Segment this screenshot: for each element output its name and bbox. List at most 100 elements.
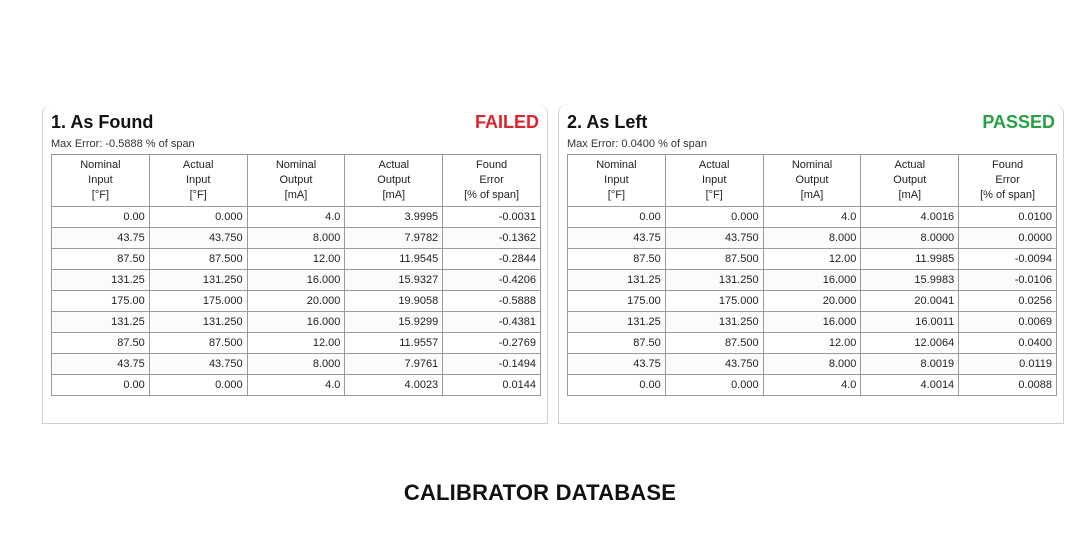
as-left-header-row: Nominal Input [°F] Actual Input [°F] Nominal… — [567, 154, 1057, 207]
table-cell: 131.25 — [51, 311, 150, 333]
table-cell: 3.9995 — [344, 206, 444, 228]
table-row: 43.75 43.750 8.000 8.0000 0.0000 — [567, 227, 1057, 249]
table-cell: 11.9985 — [860, 248, 960, 270]
table-cell: 87.500 — [148, 332, 248, 354]
table-cell: 20.0041 — [860, 290, 960, 312]
table-cell: 0.000 — [148, 374, 248, 396]
table-cell: 15.9299 — [344, 311, 444, 333]
table-cell: 11.9557 — [344, 332, 444, 354]
table-cell: 0.0144 — [442, 374, 541, 396]
table-cell: 7.9782 — [344, 227, 444, 249]
table-cell: 0.0088 — [958, 374, 1057, 396]
table-cell: 0.00 — [567, 206, 666, 228]
col-unit: [mA] — [800, 189, 824, 201]
table-cell: -0.0106 — [958, 269, 1057, 291]
as-found-max-error: Max Error: -0.5888 % of span — [51, 138, 195, 150]
table-cell: 0.00 — [567, 374, 666, 396]
table-cell: 0.0256 — [958, 290, 1057, 312]
table-cell: 175.00 — [51, 290, 150, 312]
table-cell: 131.250 — [664, 311, 764, 333]
table-row: 87.50 87.500 12.00 12.0064 0.0400 — [567, 332, 1057, 354]
table-row: 131.25 131.250 16.000 15.9327 -0.4206 — [51, 269, 541, 291]
col-label-2: Input — [701, 174, 727, 186]
table-cell: 43.75 — [567, 353, 666, 375]
col-found-error: Found Error [% of span] — [958, 154, 1057, 207]
table-cell: 20.000 — [762, 290, 862, 312]
as-found-panel: 1. As Found FAILED Max Error: -0.5888 % … — [42, 104, 548, 424]
table-cell: 87.500 — [664, 332, 764, 354]
table-cell: 8.000 — [762, 353, 862, 375]
table-cell: 16.000 — [762, 311, 862, 333]
col-label-2: Input — [88, 174, 113, 186]
table-cell: 16.0011 — [860, 311, 960, 333]
as-found-status-badge: FAILED — [474, 111, 539, 132]
table-cell: -0.5888 — [442, 290, 541, 312]
table-cell: 12.00 — [246, 332, 346, 354]
table-cell: 19.9058 — [344, 290, 444, 312]
col-found-error: Found Error [% of span] — [442, 154, 541, 207]
as-left-panel: 2. As Left PASSED Max Error: 0.0400 % of… — [558, 104, 1064, 424]
table-cell: 4.0 — [762, 374, 862, 396]
table-row: 175.00 175.000 20.000 20.0041 0.0256 — [567, 290, 1057, 312]
table-cell: 43.75 — [51, 227, 150, 249]
col-label-2: Error — [995, 174, 1020, 186]
col-nominal-output: Nominal Output [mA] — [246, 154, 346, 207]
table-cell: 0.0069 — [958, 311, 1057, 333]
col-label-2: Input — [185, 174, 211, 186]
col-actual-input: Actual Input [°F] — [664, 154, 764, 207]
col-unit: [% of span] — [464, 189, 520, 201]
table-cell: -0.4381 — [442, 311, 541, 333]
col-label-2: Output — [377, 174, 411, 186]
col-label-1: Nominal — [275, 159, 317, 171]
table-cell: 4.0 — [762, 206, 862, 228]
table-cell: 12.00 — [762, 332, 862, 354]
col-label-1: Actual — [182, 159, 214, 171]
table-cell: 15.9327 — [344, 269, 444, 291]
table-cell: -0.0094 — [958, 248, 1057, 270]
table-cell: 175.00 — [567, 290, 666, 312]
table-cell: 43.75 — [51, 353, 150, 375]
col-unit: [°F] — [91, 189, 110, 201]
as-found-header: 1. As Found FAILED — [51, 108, 539, 136]
table-cell: 8.0000 — [860, 227, 960, 249]
table-row: 131.25 131.250 16.000 15.9299 -0.4381 — [51, 311, 541, 333]
table-row: 0.00 0.000 4.0 4.0016 0.0100 — [567, 206, 1057, 228]
col-unit: [°F] — [189, 189, 207, 201]
col-label-2: Output — [279, 174, 313, 186]
table-cell: 43.750 — [148, 227, 248, 249]
table-row: 131.25 131.250 16.000 15.9983 -0.0106 — [567, 269, 1057, 291]
table-cell: 0.000 — [148, 206, 248, 228]
table-cell: 131.25 — [51, 269, 150, 291]
table-cell: 43.750 — [664, 353, 764, 375]
col-label-1: Actual — [894, 159, 926, 171]
table-row: 87.50 87.500 12.00 11.9985 -0.0094 — [567, 248, 1057, 270]
table-cell: 4.0016 — [860, 206, 960, 228]
as-left-max-error: Max Error: 0.0400 % of span — [567, 138, 708, 150]
table-cell: 11.9545 — [344, 248, 444, 270]
col-label-2: Output — [893, 174, 927, 186]
table-cell: 131.250 — [148, 269, 248, 291]
table-cell: 4.0023 — [344, 374, 444, 396]
col-unit: [mA] — [382, 189, 406, 201]
table-cell: 0.000 — [664, 206, 764, 228]
table-cell: 4.0 — [246, 206, 346, 228]
table-cell: 43.75 — [567, 227, 666, 249]
caption: CALIBRATOR DATABASE — [403, 480, 677, 505]
table-cell: 87.50 — [567, 248, 666, 270]
table-cell: 0.00 — [51, 206, 150, 228]
table-row: 0.00 0.000 4.0 4.0023 0.0144 — [51, 374, 541, 396]
col-label-2: Input — [604, 174, 629, 186]
table-cell: 12.00 — [762, 248, 862, 270]
table-row: 87.50 87.500 12.00 11.9557 -0.2769 — [51, 332, 541, 354]
table-cell: -0.4206 — [442, 269, 541, 291]
table-cell: 12.0064 — [860, 332, 960, 354]
as-found-title: 1. As Found — [51, 111, 154, 132]
col-unit: [% of span] — [980, 189, 1036, 201]
table-row: 87.50 87.500 12.00 11.9545 -0.2844 — [51, 248, 541, 270]
as-found-table-body: 0.00 0.000 4.0 3.9995 -0.0031 43.75 43.750 8.00… — [51, 206, 541, 396]
col-unit: [°F] — [607, 189, 626, 201]
col-actual-input: Actual Input [°F] — [148, 154, 248, 207]
table-cell: 8.000 — [246, 227, 346, 249]
col-label-1: Actual — [698, 159, 730, 171]
col-actual-output: Actual Output [mA] — [344, 154, 444, 207]
